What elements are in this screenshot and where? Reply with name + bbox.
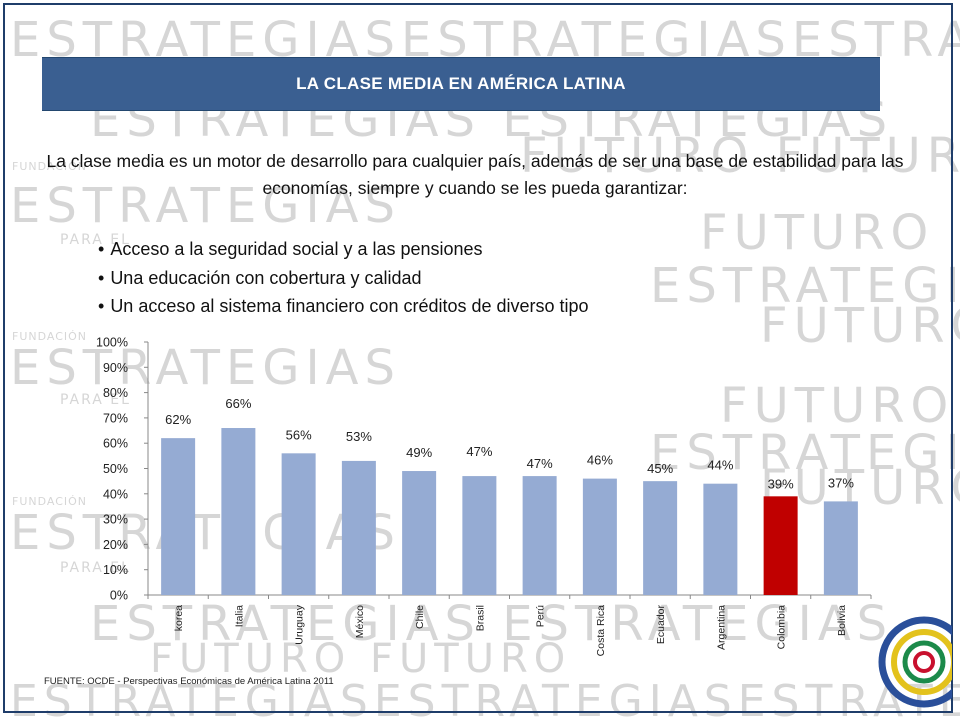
y-tick-label: 100% xyxy=(96,336,128,350)
bar xyxy=(582,478,617,595)
category-label: Bolivia xyxy=(836,605,848,636)
category-label: Argentina xyxy=(715,605,727,650)
bar xyxy=(402,471,437,595)
data-label: 44% xyxy=(707,458,733,473)
slide-frame xyxy=(3,3,953,713)
bar xyxy=(341,460,376,595)
data-label: 45% xyxy=(647,461,673,476)
y-tick-label: 70% xyxy=(103,411,128,425)
y-tick-label: 20% xyxy=(103,538,128,552)
data-label: 39% xyxy=(768,476,794,491)
source-note: FUENTE: OCDE - Perspectivas Económicas d… xyxy=(44,676,334,687)
category-label: Brasil xyxy=(474,605,486,631)
data-label: 53% xyxy=(346,429,372,444)
category-label: Perú xyxy=(535,605,547,627)
data-label: 47% xyxy=(527,456,553,471)
category-label: Chile xyxy=(414,605,426,629)
slide-title: LA CLASE MEDIA EN AMÉRICA LATINA xyxy=(296,74,626,93)
bar xyxy=(221,428,256,595)
bullet-list: Acceso a la seguridad social y a las pen… xyxy=(98,235,589,321)
intro-paragraph: La clase media es un motor de desarrollo… xyxy=(46,151,904,198)
y-tick-label: 40% xyxy=(103,487,128,501)
y-tick-label: 90% xyxy=(103,361,128,375)
data-label: 46% xyxy=(587,453,613,468)
category-label: Colombia xyxy=(776,605,788,650)
bullet-item: Un acceso al sistema financiero con créd… xyxy=(98,292,588,321)
foundation-logo-icon xyxy=(878,616,952,708)
bar xyxy=(823,501,858,595)
category-label: korea xyxy=(173,605,185,631)
bar xyxy=(281,453,316,595)
bullet-item: Una educación con cobertura y calidad xyxy=(98,264,589,293)
y-tick-label: 80% xyxy=(103,386,128,400)
data-label: 49% xyxy=(406,445,432,460)
data-label: 66% xyxy=(225,396,251,411)
bar xyxy=(703,483,738,595)
data-label: 47% xyxy=(466,444,492,459)
y-tick-label: 10% xyxy=(103,563,128,577)
bar xyxy=(522,476,557,595)
category-label: Costa Rica xyxy=(595,605,607,657)
data-label: 56% xyxy=(286,427,312,442)
y-tick-label: 30% xyxy=(103,513,128,527)
y-tick-label: 0% xyxy=(110,589,128,603)
title-bar: LA CLASE MEDIA EN AMÉRICA LATINA xyxy=(42,57,880,111)
category-label: México xyxy=(354,605,366,638)
data-label: 37% xyxy=(828,475,854,490)
data-label: 62% xyxy=(165,412,191,427)
bar xyxy=(643,481,678,595)
bar xyxy=(161,438,196,595)
bar xyxy=(462,476,497,595)
bullet-item: Acceso a la seguridad social y a las pen… xyxy=(98,235,589,264)
category-label: Italia xyxy=(233,605,245,627)
y-tick-label: 60% xyxy=(103,437,128,451)
y-tick-label: 50% xyxy=(103,462,128,476)
category-label: Uruguay xyxy=(294,604,306,644)
bar xyxy=(763,496,798,595)
category-label: Ecuador xyxy=(655,604,667,644)
